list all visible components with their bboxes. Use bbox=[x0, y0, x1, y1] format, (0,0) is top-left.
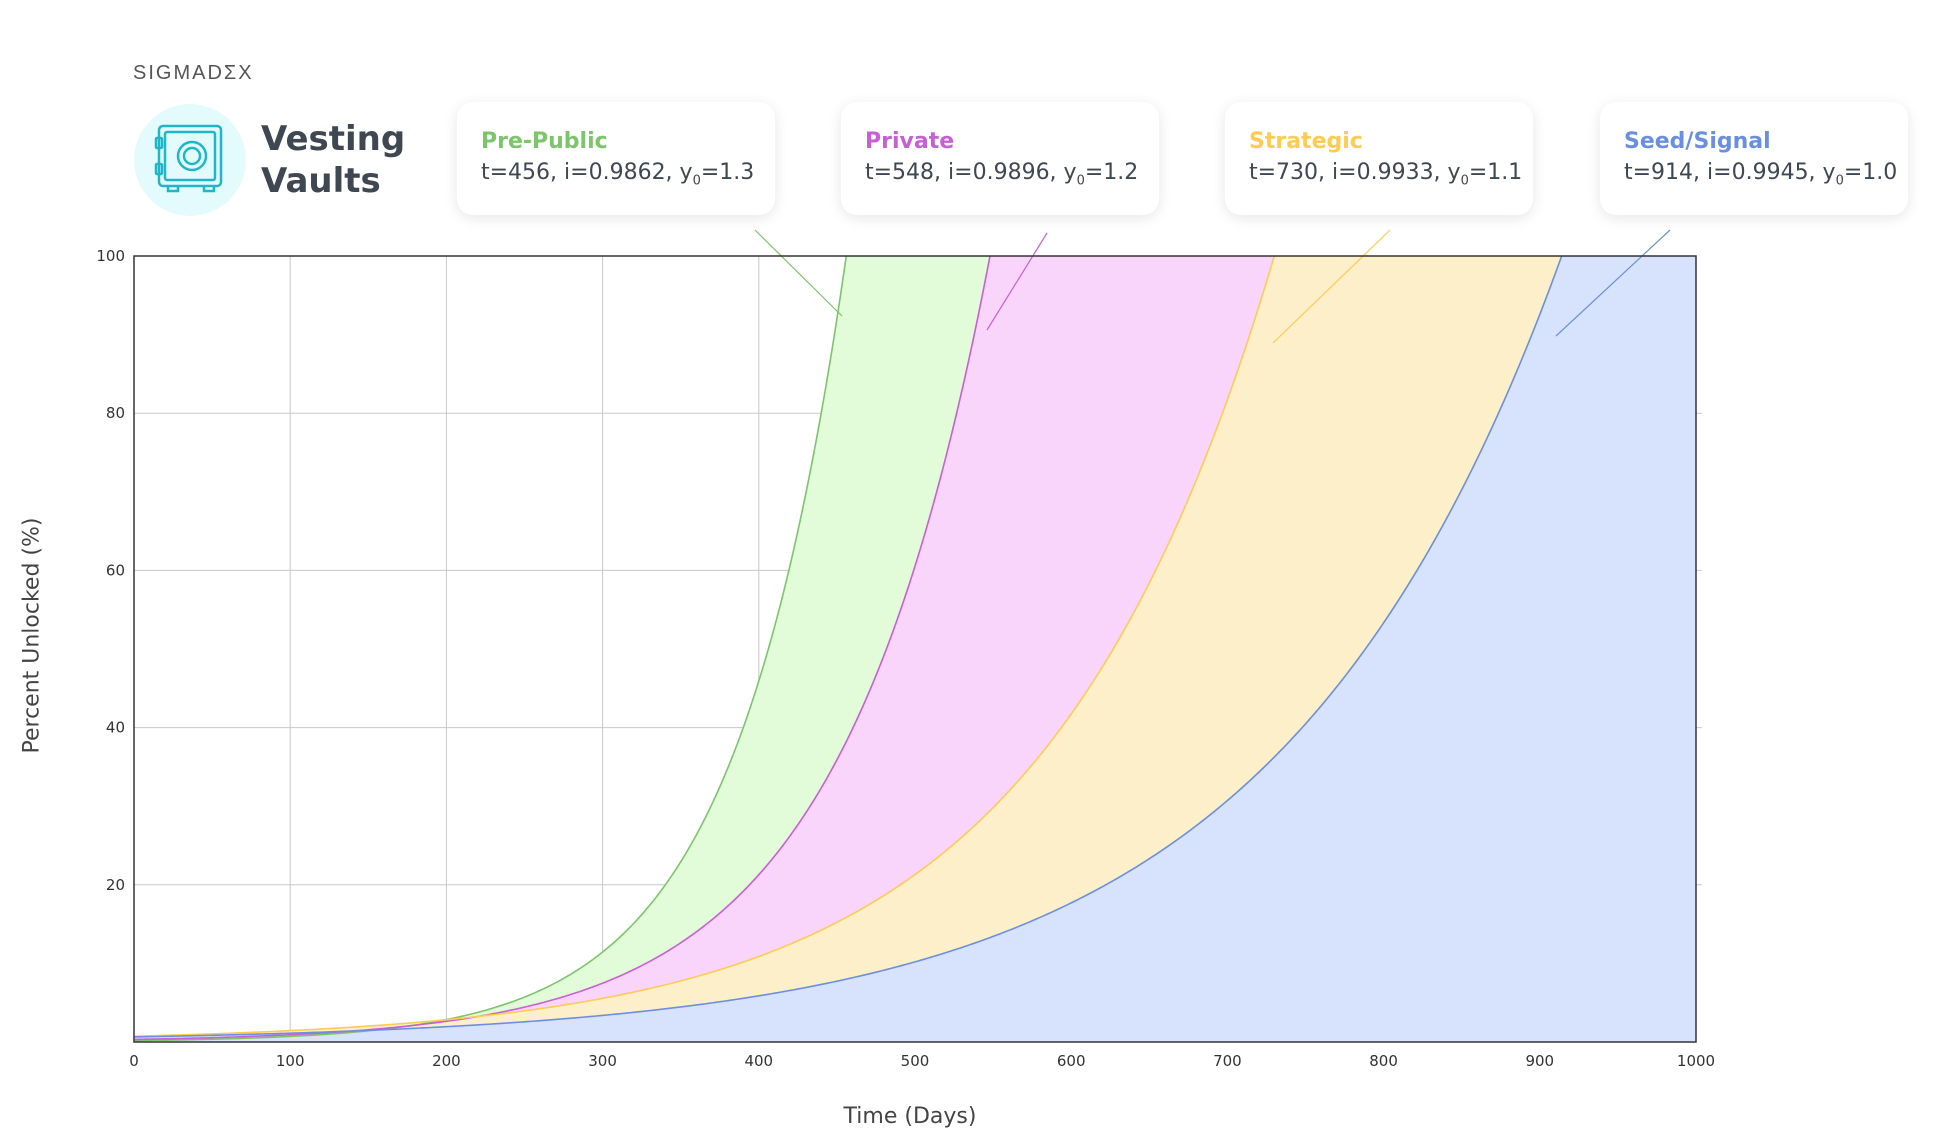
legend-card-pre-public: Pre-Public t=456, i=0.9862, y0=1.3 bbox=[457, 102, 775, 215]
x-tick-label: 500 bbox=[901, 1052, 930, 1070]
brand-logo: SIGMADΣX bbox=[133, 62, 254, 84]
x-tick-label: 800 bbox=[1369, 1052, 1398, 1070]
y-tick-label: 20 bbox=[106, 876, 125, 894]
x-tick-label: 100 bbox=[276, 1052, 305, 1070]
legend-series-params: t=914, i=0.9945, y0=1.0 bbox=[1624, 160, 1898, 189]
legend-series-params: t=730, i=0.9933, y0=1.1 bbox=[1249, 160, 1523, 189]
x-tick-label: 0 bbox=[129, 1052, 139, 1070]
y-axis-label: Percent Unlocked (%) bbox=[19, 517, 45, 754]
legend-series-name: Pre-Public bbox=[481, 129, 608, 154]
legend-series-name: Seed/Signal bbox=[1624, 129, 1771, 154]
series-line-seed-signal bbox=[134, 256, 1563, 1038]
y-tick-label: 60 bbox=[106, 561, 125, 579]
legend-series-params: t=456, i=0.9862, y0=1.3 bbox=[481, 160, 755, 189]
legend-series-name: Private bbox=[865, 129, 955, 154]
y-tick-label: 100 bbox=[96, 247, 125, 265]
x-tick-label: 300 bbox=[588, 1052, 617, 1070]
x-tick-label: 200 bbox=[432, 1052, 461, 1070]
legend-card-private: Private t=548, i=0.9896, y0=1.2 bbox=[841, 102, 1159, 215]
x-tick-label: 600 bbox=[1057, 1052, 1086, 1070]
leader-line bbox=[754, 229, 843, 317]
x-tick-label: 400 bbox=[744, 1052, 773, 1070]
plot-frame bbox=[133, 255, 1697, 1043]
vault-icon bbox=[134, 104, 246, 216]
series-line-private bbox=[134, 256, 991, 1041]
y-tick-label: 80 bbox=[106, 404, 125, 422]
legend-card-seed-signal: Seed/Signal t=914, i=0.9945, y0=1.0 bbox=[1600, 102, 1908, 215]
series-fill-pre-public bbox=[134, 256, 990, 1041]
legend-card-strategic: Strategic t=730, i=0.9933, y0=1.1 bbox=[1225, 102, 1533, 215]
series-fill-strategic bbox=[134, 256, 1562, 1037]
series-line-strategic bbox=[134, 256, 1276, 1037]
leader-line bbox=[1555, 229, 1671, 337]
x-tick-label: 1000 bbox=[1677, 1052, 1715, 1070]
y-tick-label: 40 bbox=[106, 719, 125, 737]
leader-line bbox=[986, 232, 1048, 331]
legend-series-params: t=548, i=0.9896, y0=1.2 bbox=[865, 160, 1139, 189]
series-fill-private bbox=[134, 256, 1275, 1040]
x-axis-label: Time (Days) bbox=[843, 1104, 977, 1129]
legend-series-name: Strategic bbox=[1249, 129, 1363, 154]
x-tick-label: 700 bbox=[1213, 1052, 1242, 1070]
leader-line bbox=[1272, 229, 1391, 344]
x-tick-label: 900 bbox=[1525, 1052, 1554, 1070]
app-title: Vesting Vaults bbox=[261, 119, 406, 201]
series-fill-seed-signal bbox=[134, 256, 1696, 1042]
